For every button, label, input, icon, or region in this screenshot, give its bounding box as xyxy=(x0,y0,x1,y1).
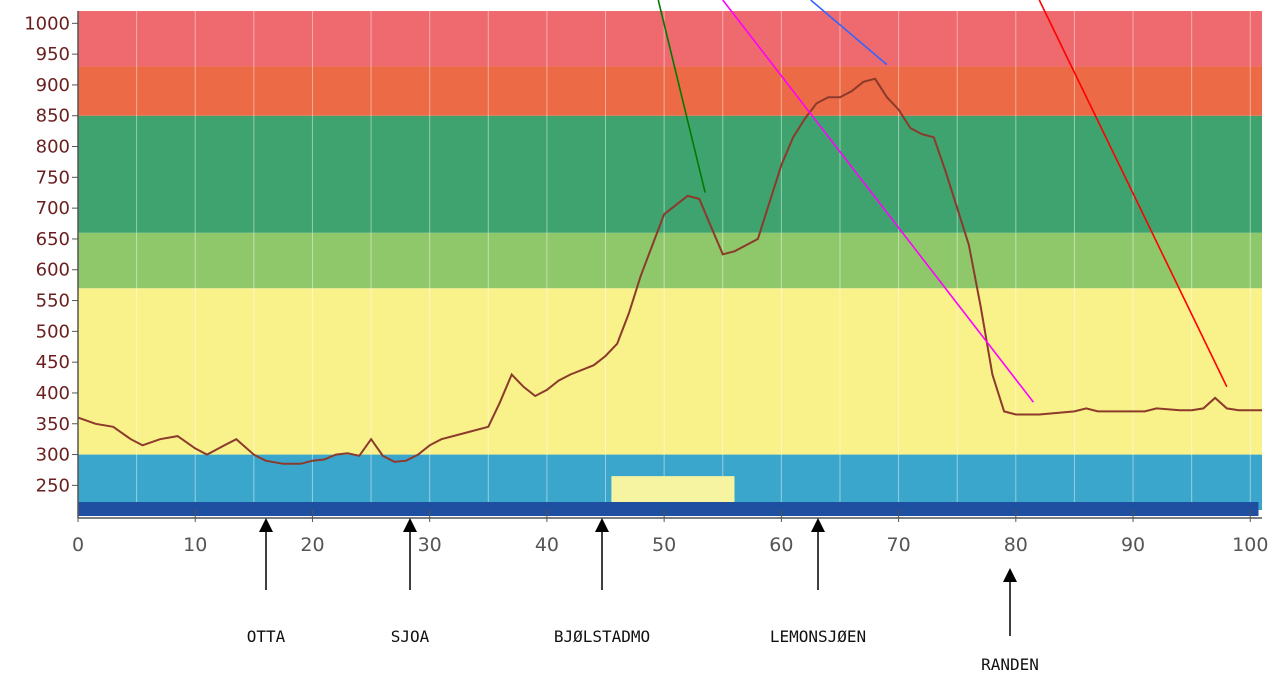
y-tick-label: 1000 xyxy=(24,13,70,34)
y-tick-label: 800 xyxy=(36,137,70,158)
elevation-band-3 xyxy=(78,115,1262,233)
y-tick-label: 950 xyxy=(36,44,70,65)
x-tick-label: 0 xyxy=(72,534,84,556)
place-arrow-head xyxy=(595,518,609,532)
place-label: LEMONSJØEN xyxy=(770,627,866,646)
vertical-gridlines xyxy=(136,11,1251,510)
y-tick-label: 450 xyxy=(36,352,70,373)
y-tick-label: 500 xyxy=(36,321,70,342)
x-tick-label: 100 xyxy=(1232,534,1268,556)
elevation-bands xyxy=(78,11,1262,510)
pointer-line-3 xyxy=(1038,0,1228,388)
x-tick-label: 80 xyxy=(1004,534,1028,556)
y-tick-label: 250 xyxy=(36,475,70,496)
place-label: OTTA xyxy=(247,627,286,646)
elevation-band-4 xyxy=(78,66,1262,116)
y-tick-label: 650 xyxy=(36,229,70,250)
place-arrow-head xyxy=(811,518,825,532)
elevation-band-2 xyxy=(78,232,1262,289)
y-tick-label: 400 xyxy=(36,383,70,404)
y-tick-label: 900 xyxy=(36,75,70,96)
x-tick-label: 30 xyxy=(418,534,442,556)
y-tick-label: 750 xyxy=(36,167,70,188)
pointer-lines xyxy=(657,0,1228,403)
x-tick-label: 50 xyxy=(652,534,676,556)
pointer-line-0 xyxy=(657,0,706,193)
x-tick-label: 70 xyxy=(887,534,911,556)
elevation-line xyxy=(77,77,1262,465)
elevation-band-1 xyxy=(78,288,1262,455)
place-label: RANDEN xyxy=(981,655,1039,673)
x-tick-label: 90 xyxy=(1121,534,1145,556)
place-arrow-head xyxy=(259,518,273,532)
place-markers: OTTA SJOA BJØLSTADMO LEMONSJØEN RANDEN xyxy=(247,518,1039,673)
x-tick-label: 60 xyxy=(769,534,793,556)
x-tick-label: 20 xyxy=(300,534,324,556)
x-tick-label: 40 xyxy=(535,534,559,556)
y-tick-label: 550 xyxy=(36,291,70,312)
elevation-band-5 xyxy=(78,11,1262,67)
pointer-line-1 xyxy=(722,0,1035,403)
y-tick-label: 700 xyxy=(36,198,70,219)
x-axis: 0 10 20 30 40 50 60 70 80 90 100 xyxy=(72,510,1268,556)
plot-area xyxy=(77,0,1262,516)
place-arrow-head xyxy=(403,518,417,532)
pointer-line-2 xyxy=(810,0,888,66)
place-arrow-head xyxy=(1003,568,1017,582)
place-label: BJØLSTADMO xyxy=(554,627,650,646)
place-label: SJOA xyxy=(391,627,430,646)
x-tick-label: 10 xyxy=(183,534,207,556)
y-tick-label: 350 xyxy=(36,414,70,435)
y-tick-label: 850 xyxy=(36,106,70,127)
y-axis: 250 300 350 400 450 500 550 600 650 700 750 800 850 9… xyxy=(24,11,79,518)
bottom-bar xyxy=(78,502,1259,516)
y-tick-label: 300 xyxy=(36,445,70,466)
y-tick-label: 600 xyxy=(36,260,70,281)
